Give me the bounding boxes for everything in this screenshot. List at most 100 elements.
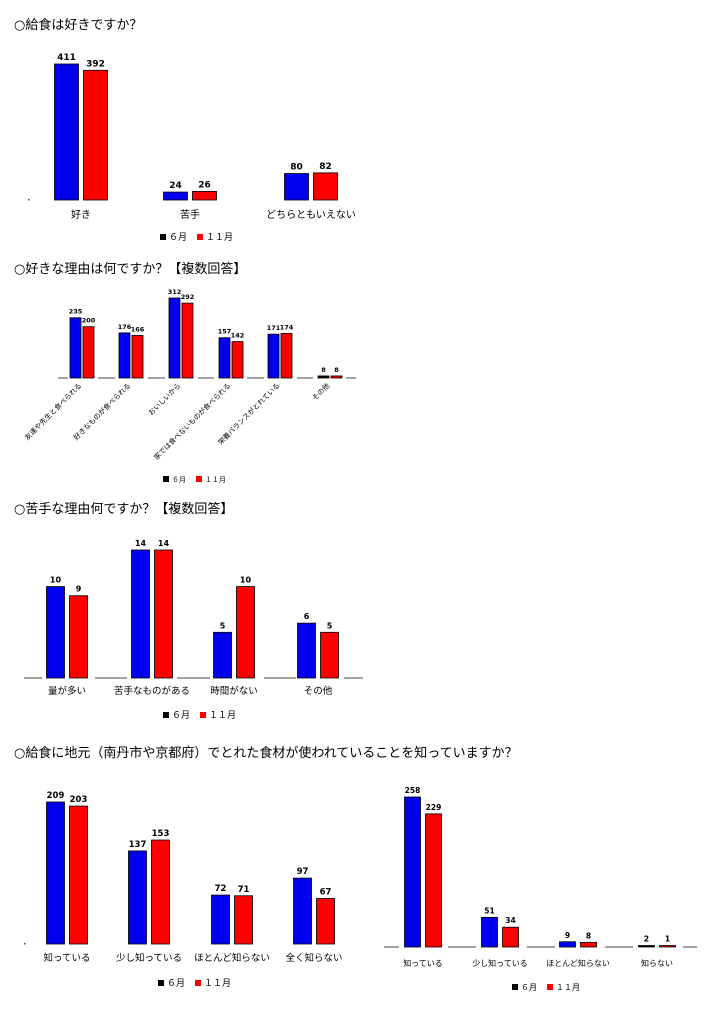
c5-value-label: 9 xyxy=(565,931,570,940)
c2-value-label: 157 xyxy=(218,328,232,336)
c1-bar-2-1 xyxy=(313,172,338,201)
c4-category-label: 少し知っている xyxy=(116,952,182,964)
c5-bar-2-0 xyxy=(559,941,576,948)
c1-bar-2-0 xyxy=(284,173,309,201)
c4-category-label: 全く知らない xyxy=(285,952,342,964)
c4-legend-swatch xyxy=(158,980,164,986)
c3-category-label: 時間がない xyxy=(210,685,258,697)
c4-value-label: 71 xyxy=(238,885,250,895)
c2-value-label: 8 xyxy=(334,366,339,374)
c3-value-label: 5 xyxy=(327,621,333,630)
c1-value-label: 26 xyxy=(198,180,211,190)
c2-category-label: おいしいから xyxy=(147,382,182,417)
c3-legend-label: ６月 xyxy=(172,710,190,721)
c4-value-label: 209 xyxy=(47,791,65,801)
c2-bar-0-0 xyxy=(69,317,82,379)
c3-bar-1-1 xyxy=(154,549,173,679)
c4-bar-0-0 xyxy=(46,801,65,945)
c1-legend-swatch xyxy=(197,234,203,240)
question-1-title: ○給食は好きですか？ xyxy=(14,18,143,33)
c2-bar-5-1 xyxy=(330,375,343,379)
c4-value-label: 137 xyxy=(129,840,147,850)
c3-bar-3-0 xyxy=(297,622,316,679)
c3-value-label: 5 xyxy=(220,621,226,630)
c2-bar-5-0 xyxy=(317,375,330,379)
c5-bar-3-0 xyxy=(638,945,655,948)
c2-bar-1-0 xyxy=(118,332,131,379)
c4-bar-2-0 xyxy=(211,894,230,945)
c5-bar-1-1 xyxy=(502,926,519,948)
c2-category-label: その他 xyxy=(310,381,331,402)
c5-category-label: 少し知っている xyxy=(472,958,528,968)
c3-bar-3-1 xyxy=(320,631,339,679)
c3-value-label: 14 xyxy=(158,539,170,548)
c5-category-label: ほとんど知らない xyxy=(546,958,610,968)
c5-legend-label: １１月 xyxy=(556,983,580,992)
c2-value-label: 166 xyxy=(131,325,145,333)
c4-bar-2-1 xyxy=(234,895,253,945)
c2-legend-label: ６月 xyxy=(172,476,186,484)
c2-category-label: 友達や先生と食べられる xyxy=(23,381,84,442)
c2-value-label: 200 xyxy=(82,317,96,325)
c1-value-label: 392 xyxy=(86,59,105,69)
c2-bar-4-1 xyxy=(280,332,293,379)
c1-bar-1-1 xyxy=(192,190,217,201)
c2-value-label: 171 xyxy=(267,324,281,332)
c2-bar-4-0 xyxy=(267,333,280,379)
c3-category-label: その他 xyxy=(304,685,333,697)
question-4-title: ○給食に地元（南丹市や京都府）でとれた食材が使われていることを知っていますか？ xyxy=(14,746,518,761)
c2-bar-0-1 xyxy=(82,326,95,379)
c1-legend-label: １１月 xyxy=(206,232,233,243)
c3-value-label: 9 xyxy=(76,585,82,594)
c1-bar-0-1 xyxy=(83,69,108,201)
c4-value-label: 203 xyxy=(70,795,88,805)
c2-value-label: 235 xyxy=(69,308,83,316)
c1-category-label: 好き xyxy=(71,209,91,221)
c4-bar-3-1 xyxy=(316,898,335,945)
c2-bar-1-1 xyxy=(131,335,144,379)
c1-bar-1-0 xyxy=(163,191,188,201)
c5-legend-swatch xyxy=(547,984,553,990)
c3-category-label: 苦手なものがある xyxy=(114,685,190,697)
c3-bar-2-1 xyxy=(236,586,255,679)
c2-bar-3-1 xyxy=(231,341,244,379)
c5-value-label: 2 xyxy=(644,935,649,944)
c2-value-label: 292 xyxy=(181,293,195,301)
c2-bar-3-0 xyxy=(218,337,231,379)
c5-category-label: 知らない xyxy=(641,958,673,968)
c5-bar-3-1 xyxy=(659,945,676,948)
c4-bar-1-0 xyxy=(128,850,147,945)
c3-value-label: 14 xyxy=(135,539,147,548)
c5-category-label: 知っている xyxy=(403,958,443,968)
c1-axis-tick xyxy=(28,199,30,201)
c4-bar-0-1 xyxy=(69,805,88,945)
c2-bar-2-1 xyxy=(181,302,194,379)
c2-value-label: 8 xyxy=(321,366,326,374)
c2-value-label: 142 xyxy=(231,332,245,340)
c4-category-label: ほとんど知らない xyxy=(194,952,270,964)
c2-value-label: 176 xyxy=(118,323,132,331)
c5-bar-0-1 xyxy=(425,813,442,948)
c5-value-label: 229 xyxy=(426,803,442,812)
c2-category-label: 好きなものが食べられる xyxy=(72,381,133,442)
c5-value-label: 258 xyxy=(405,786,421,795)
c1-value-label: 24 xyxy=(169,181,182,191)
c3-bar-1-0 xyxy=(131,549,150,679)
c1-category-label: どちらともいえない xyxy=(266,209,356,221)
c4-axis-tick xyxy=(24,943,26,945)
c3-legend-swatch xyxy=(163,712,169,718)
c4-value-label: 153 xyxy=(152,829,170,839)
c2-legend-label: １１月 xyxy=(205,476,226,484)
c5-value-label: 1 xyxy=(665,935,670,944)
c1-value-label: 82 xyxy=(319,162,332,172)
c4-value-label: 67 xyxy=(320,887,332,897)
c1-legend-label: ６月 xyxy=(169,232,187,243)
c5-legend-label: ６月 xyxy=(521,983,537,992)
c3-category-label: 量が多い xyxy=(48,685,86,697)
c5-bar-2-1 xyxy=(580,941,597,948)
c2-value-label: 312 xyxy=(168,288,182,296)
c4-bar-3-0 xyxy=(293,877,312,945)
c3-value-label: 10 xyxy=(50,576,62,585)
c4-bar-1-1 xyxy=(151,839,170,945)
